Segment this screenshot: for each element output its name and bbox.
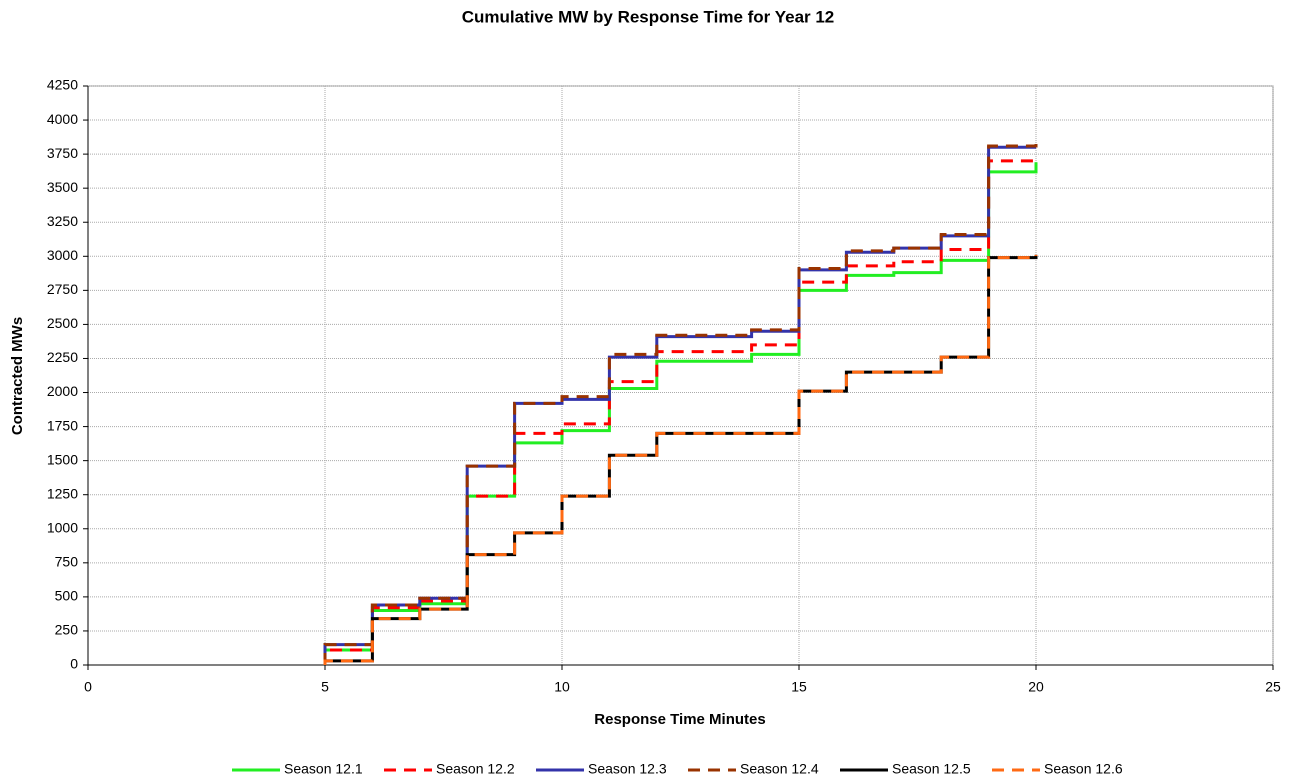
x-tick-label: 5: [321, 679, 329, 695]
legend-label: Season 12.5: [892, 761, 971, 777]
y-tick-label: 250: [55, 622, 79, 638]
y-tick-label: 2250: [47, 349, 78, 365]
series-line: [323, 139, 1038, 665]
legend-label: Season 12.4: [740, 761, 819, 777]
series-line: [323, 162, 1038, 665]
y-tick-label: 1750: [47, 417, 78, 433]
y-tick-label: 1500: [47, 451, 78, 467]
y-tick-label: 4000: [47, 111, 78, 127]
series-line: [323, 254, 1038, 665]
y-tick-label: 500: [55, 588, 79, 604]
chart-title: Cumulative MW by Response Time for Year …: [462, 7, 835, 26]
y-tick-label: 3500: [47, 179, 78, 195]
x-tick-label: 20: [1028, 679, 1044, 695]
y-tick-label: 1250: [47, 485, 78, 501]
x-tick-label: 15: [791, 679, 807, 695]
x-tick-label: 0: [84, 679, 92, 695]
y-axis-label: Contracted MWs: [9, 317, 26, 435]
x-tick-label: 10: [554, 679, 570, 695]
x-axis-label: Response Time Minutes: [594, 711, 765, 728]
y-tick-label: 3750: [47, 145, 78, 161]
series-line: [323, 145, 1036, 665]
legend-label: Season 12.3: [588, 761, 667, 777]
legend-label: Season 12.6: [1044, 761, 1123, 777]
x-tick-label: 25: [1265, 679, 1281, 695]
series-line: [323, 159, 1036, 665]
y-tick-label: 2000: [47, 383, 78, 399]
legend-label: Season 12.1: [284, 761, 363, 777]
legend-label: Season 12.2: [436, 761, 515, 777]
y-tick-label: 2500: [47, 315, 78, 331]
plot-area: [87, 85, 1274, 666]
y-tick-label: 3000: [47, 247, 78, 263]
y-tick-label: 0: [70, 656, 78, 672]
y-tick-label: 4250: [47, 77, 78, 93]
y-tick-label: 750: [55, 554, 79, 570]
y-tick-label: 2750: [47, 281, 78, 297]
y-tick-label: 1000: [47, 519, 78, 535]
y-tick-label: 3250: [47, 213, 78, 229]
